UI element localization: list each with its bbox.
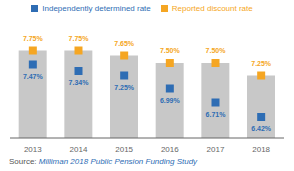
svg-text:7.25%: 7.25%: [114, 84, 135, 91]
html-text:Source: Milliman 2018 Public P: Source: Milliman 2018 Public Pension Fun…: [9, 157, 198, 166]
svg-text:7.50%: 7.50%: [160, 47, 181, 54]
svg-text:2017: 2017: [207, 145, 225, 154]
svg-text:2015: 2015: [115, 145, 133, 154]
svg-text:6.71%: 6.71%: [206, 111, 227, 118]
svg-text:2018: 2018: [252, 145, 270, 154]
svg-text:2014: 2014: [70, 145, 88, 154]
svg-text:7.25%: 7.25%: [251, 60, 272, 67]
svg-text:7.34%: 7.34%: [69, 79, 90, 86]
svg-text:7.75%: 7.75%: [69, 35, 90, 42]
svg-text:6.42%: 6.42%: [251, 125, 272, 132]
svg-text:7.50%: 7.50%: [206, 47, 227, 54]
svg-text:2013: 2013: [24, 145, 42, 154]
svg-text:7.65%: 7.65%: [114, 40, 135, 47]
svg-text:2016: 2016: [161, 145, 179, 154]
html-text:Reported discount rate: Reported discount rate: [171, 4, 253, 13]
svg-text:6.99%: 6.99%: [160, 97, 181, 104]
svg-text:7.75%: 7.75%: [23, 35, 44, 42]
svg-text:7.47%: 7.47%: [23, 73, 44, 80]
html-text:Independently determined rate: Independently determined rate: [42, 4, 151, 13]
